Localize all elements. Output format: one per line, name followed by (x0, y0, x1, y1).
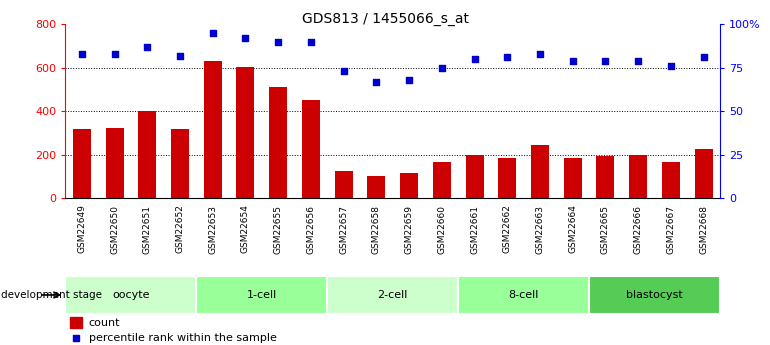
Bar (564, 158, 581, 198)
Text: GSM22664: GSM22664 (568, 205, 578, 254)
Point (599, 58, 611, 63)
Text: blastocyst: blastocyst (626, 290, 683, 300)
Point (239, 35, 252, 41)
Bar (105, 128, 123, 198)
Text: 8-cell: 8-cell (508, 290, 539, 300)
Bar (65, 276, 196, 314)
Bar (302, 100, 320, 198)
Text: GSM22666: GSM22666 (634, 205, 643, 254)
Text: percentile rank within the sample: percentile rank within the sample (89, 333, 276, 343)
Text: GSM22665: GSM22665 (601, 205, 610, 254)
Point (370, 79, 383, 85)
Point (70, 335, 82, 341)
Bar (695, 149, 712, 198)
Point (468, 56, 480, 62)
Bar (629, 155, 647, 198)
Text: GSM22653: GSM22653 (208, 205, 217, 254)
Point (337, 68, 350, 74)
Bar (171, 129, 189, 198)
Point (665, 63, 677, 69)
Bar (400, 173, 418, 198)
Text: GDS813 / 1455066_s_at: GDS813 / 1455066_s_at (302, 12, 468, 26)
Text: GSM22660: GSM22660 (437, 205, 447, 254)
Bar (270, 87, 287, 198)
Point (305, 39, 317, 44)
Text: GSM22655: GSM22655 (273, 205, 283, 254)
Text: GSM22658: GSM22658 (372, 205, 381, 254)
Text: GSM22651: GSM22651 (142, 205, 152, 254)
Bar (70, 317, 82, 328)
Text: GSM22659: GSM22659 (404, 205, 413, 254)
Point (141, 44, 153, 50)
Point (501, 55, 514, 60)
Text: GSM22667: GSM22667 (666, 205, 675, 254)
Point (272, 39, 284, 44)
Bar (196, 276, 327, 314)
Text: GSM22649: GSM22649 (77, 205, 86, 254)
Text: 1-cell: 1-cell (246, 290, 277, 300)
Point (632, 58, 644, 63)
Point (567, 58, 579, 63)
Text: GSM22657: GSM22657 (339, 205, 348, 254)
Text: GSM22661: GSM22661 (470, 205, 479, 254)
Point (698, 55, 710, 60)
Text: 2-cell: 2-cell (377, 290, 408, 300)
Bar (335, 171, 353, 198)
Text: GSM22650: GSM22650 (110, 205, 119, 254)
Text: count: count (89, 318, 120, 328)
Point (534, 51, 546, 57)
Point (75, 51, 88, 57)
Text: GSM22654: GSM22654 (241, 205, 250, 254)
Text: GSM22663: GSM22663 (535, 205, 544, 254)
Point (403, 77, 415, 83)
Bar (204, 61, 222, 198)
Text: GSM22668: GSM22668 (699, 205, 708, 254)
Point (206, 30, 219, 36)
Bar (589, 276, 720, 314)
Point (109, 51, 121, 57)
Text: oocyte: oocyte (112, 290, 149, 300)
Point (436, 65, 448, 70)
Bar (466, 155, 484, 198)
Bar (327, 276, 458, 314)
Bar (433, 162, 450, 198)
Bar (498, 158, 516, 198)
Bar (458, 276, 589, 314)
Bar (662, 162, 680, 198)
Text: development stage: development stage (1, 290, 102, 300)
Point (174, 53, 186, 58)
Text: GSM22652: GSM22652 (176, 205, 185, 254)
Text: GSM22662: GSM22662 (503, 205, 512, 254)
Bar (139, 111, 156, 198)
Bar (236, 67, 254, 198)
Bar (367, 176, 385, 198)
Bar (73, 129, 91, 198)
Bar (597, 156, 614, 198)
Bar (531, 145, 549, 198)
Text: GSM22656: GSM22656 (306, 205, 316, 254)
